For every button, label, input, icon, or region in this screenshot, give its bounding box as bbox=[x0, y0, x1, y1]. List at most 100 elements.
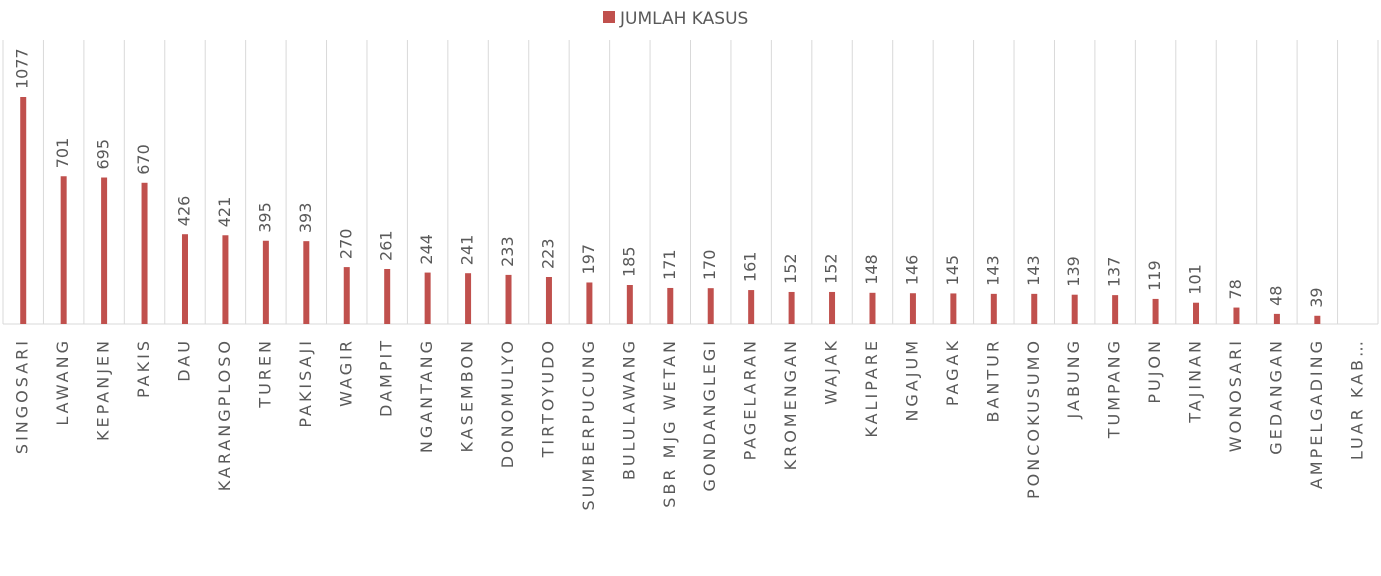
value-label: 270 bbox=[336, 229, 355, 260]
bar bbox=[1071, 294, 1078, 324]
x-tick-label: GONDANGLEGI bbox=[700, 338, 719, 491]
value-label: 152 bbox=[781, 253, 800, 284]
bar bbox=[667, 287, 674, 324]
bar bbox=[829, 291, 836, 324]
bar bbox=[1031, 293, 1038, 324]
bar bbox=[1193, 302, 1200, 324]
bar bbox=[1233, 307, 1240, 324]
x-tick-label: WAGIR bbox=[336, 338, 355, 407]
bar bbox=[990, 293, 997, 324]
bar bbox=[545, 276, 552, 324]
value-label: 119 bbox=[1145, 260, 1164, 291]
x-tick-label: JABUNG bbox=[1064, 338, 1083, 419]
value-label: 137 bbox=[1105, 257, 1124, 288]
bar bbox=[465, 273, 472, 324]
bar bbox=[60, 176, 67, 324]
bar bbox=[586, 282, 593, 324]
value-label: 261 bbox=[377, 230, 396, 261]
x-tick-label: PAGAK bbox=[943, 338, 962, 406]
x-tick-label: DAU bbox=[174, 338, 193, 382]
value-label: 695 bbox=[94, 139, 113, 170]
legend-label: JUMLAH KASUS bbox=[619, 9, 748, 29]
x-tick-label: LUAR KAB… bbox=[1347, 338, 1366, 460]
value-label: 101 bbox=[1186, 264, 1205, 295]
bar bbox=[303, 241, 310, 324]
value-label: 143 bbox=[1024, 255, 1043, 286]
x-tick-label: PONCOKUSUMO bbox=[1024, 338, 1043, 499]
bar bbox=[222, 235, 229, 324]
value-label: 244 bbox=[417, 234, 436, 265]
legend-swatch bbox=[603, 11, 615, 23]
value-label: 143 bbox=[983, 255, 1002, 286]
bar bbox=[424, 272, 431, 324]
x-tick-label: NGANTANG bbox=[417, 338, 436, 453]
value-label: 139 bbox=[1064, 256, 1083, 287]
x-tick-label: TIRTOYUDO bbox=[538, 338, 557, 458]
bar bbox=[1152, 298, 1159, 324]
x-tick-label: SINGOSARI bbox=[13, 338, 32, 454]
x-tick-label: AMPELGADING bbox=[1307, 338, 1326, 489]
bar bbox=[909, 293, 916, 324]
x-tick-label: WAJAK bbox=[822, 338, 841, 405]
bar bbox=[748, 290, 755, 324]
x-tick-label: TUREN bbox=[255, 338, 274, 409]
x-tick-label: KASEMBON bbox=[458, 338, 477, 452]
value-label: 197 bbox=[579, 244, 598, 275]
bar bbox=[1112, 295, 1119, 324]
x-tick-label: TUMPANG bbox=[1105, 338, 1124, 439]
value-label: 670 bbox=[134, 144, 153, 175]
x-tick-label: KARANGPLOSO bbox=[215, 338, 234, 491]
value-label: 1077 bbox=[13, 48, 32, 89]
value-label: 241 bbox=[458, 235, 477, 266]
bar bbox=[869, 292, 876, 324]
value-label: 145 bbox=[943, 255, 962, 286]
value-label: 223 bbox=[538, 238, 557, 269]
x-tick-label: SUMBERPUCUNG bbox=[579, 338, 598, 510]
x-tick-label: KROMENGAN bbox=[781, 338, 800, 470]
bar bbox=[626, 285, 633, 324]
value-label: 185 bbox=[619, 246, 638, 277]
value-label: 393 bbox=[296, 203, 315, 234]
bar bbox=[1314, 315, 1321, 324]
bar bbox=[262, 240, 269, 324]
x-tick-label: SBR MJG WETAN bbox=[660, 338, 679, 508]
x-tick-label: DAMPIT bbox=[377, 338, 396, 417]
bar bbox=[788, 291, 795, 324]
value-label: 152 bbox=[822, 253, 841, 284]
value-label: 701 bbox=[53, 138, 72, 169]
bar bbox=[343, 267, 350, 324]
value-label: 39 bbox=[1307, 287, 1326, 307]
value-label: 233 bbox=[498, 236, 517, 267]
bar bbox=[384, 268, 391, 324]
value-label: 78 bbox=[1226, 279, 1245, 299]
x-tick-label: TAJINAN bbox=[1186, 338, 1205, 424]
x-tick-label: KALIPARE bbox=[862, 338, 881, 438]
x-tick-label: KEPANJEN bbox=[94, 338, 113, 441]
value-label: 395 bbox=[255, 202, 274, 233]
x-tick-label: PUJON bbox=[1145, 338, 1164, 404]
value-label: 170 bbox=[700, 250, 719, 281]
bar bbox=[20, 97, 27, 324]
x-tick-label: LAWANG bbox=[53, 338, 72, 426]
bar bbox=[181, 234, 188, 324]
bar bbox=[950, 293, 957, 324]
bar bbox=[101, 177, 108, 324]
bar bbox=[505, 274, 512, 324]
x-tick-label: DONOMULYO bbox=[498, 338, 517, 468]
x-tick-label: BULULAWANG bbox=[619, 338, 638, 480]
value-label: 426 bbox=[174, 196, 193, 227]
bar bbox=[707, 288, 714, 324]
x-tick-label: PAKIS bbox=[134, 338, 153, 398]
x-tick-label: PAGELARAN bbox=[741, 338, 760, 460]
x-tick-label: GEDANGAN bbox=[1266, 338, 1285, 455]
bar bbox=[1273, 313, 1280, 324]
x-tick-label: WONOSARI bbox=[1226, 338, 1245, 452]
x-tick-label: BANTUR bbox=[983, 338, 1002, 423]
x-tick-label: PAKISAJI bbox=[296, 338, 315, 428]
value-label: 146 bbox=[902, 255, 921, 286]
value-label: 421 bbox=[215, 197, 234, 228]
value-label: 161 bbox=[741, 252, 760, 283]
value-label: 148 bbox=[862, 254, 881, 285]
x-tick-label: NGAJUM bbox=[902, 338, 921, 422]
